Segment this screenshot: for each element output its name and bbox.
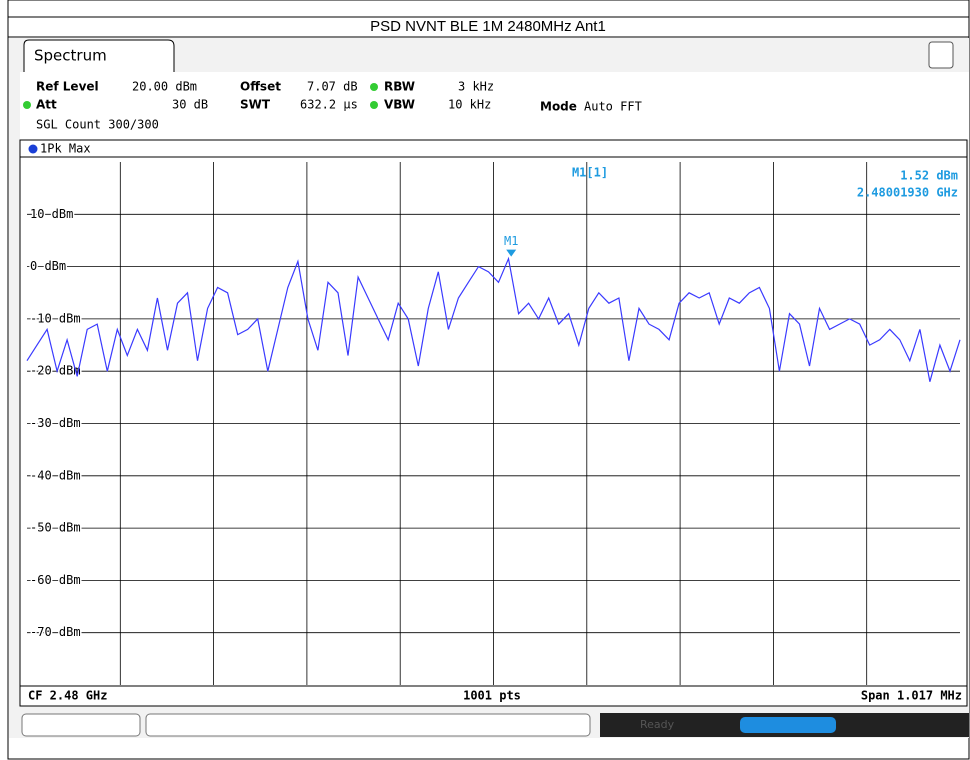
y-tick-label: -70 dBm: [30, 625, 81, 639]
tab: [23, 39, 175, 72]
footer-pts: 1001 pts: [463, 689, 521, 703]
label: Mode: [540, 100, 577, 114]
plot: 10 dBm 0 dBm -10 dBm -20 dBm -30 dBm -40 dBm -…: [26, 162, 961, 685]
label: Ref Level: [36, 80, 99, 94]
y-tick-label: 0 dBm: [30, 259, 66, 273]
y-tick-label: -50 dBm: [30, 521, 81, 535]
y-tick-label: -30 dBm: [30, 416, 81, 430]
status: Ready: [640, 718, 675, 731]
label: VBW: [384, 98, 415, 112]
value: 632.2 µs: [300, 98, 358, 112]
trace: [26, 256, 961, 382]
title: PSD NVNT BLE 1M 2480MHz Ant1: [370, 18, 606, 35]
value: 7.07 dB: [307, 80, 358, 94]
progress: [740, 717, 836, 733]
value: Auto FFT: [584, 100, 642, 114]
marker-x: 2.48001930 GHz: [857, 186, 958, 200]
footer-cf: CF 2.48 GHz: [28, 689, 107, 703]
menu-button[interactable]: [928, 41, 954, 69]
label: Offset: [240, 80, 281, 94]
led: [370, 83, 378, 91]
value: 20.00 dBm: [132, 80, 197, 94]
marker-title: M1[1]: [572, 166, 608, 180]
value: 10 kHz: [448, 98, 491, 112]
marker-name: M1: [504, 234, 518, 248]
footer-span: Span 1.017 MHz: [861, 689, 962, 703]
label: Att: [36, 98, 57, 112]
y-tick-label: 10 dBm: [30, 207, 73, 221]
y-tick-label: -60 dBm: [30, 573, 81, 587]
status-field: [145, 713, 591, 737]
y-tick-label: -20 dBm: [30, 364, 81, 378]
marker-value: 1.52 dBm: [900, 169, 958, 183]
value: 3 kHz: [458, 80, 494, 94]
led: [370, 101, 378, 109]
y-tick-label: -40 dBm: [30, 468, 81, 482]
trace-dot: [28, 144, 38, 154]
y-tick-label: -10 dBm: [30, 311, 81, 325]
value: 30 dB: [172, 98, 208, 112]
label: SWT: [240, 98, 271, 112]
settings-panel: [20, 72, 969, 140]
label: RBW: [384, 80, 415, 94]
sgl-count: SGL Count 300/300: [36, 118, 159, 132]
tab-label[interactable]: Spectrum: [34, 47, 107, 65]
led: [23, 101, 31, 109]
status-field: [21, 713, 141, 737]
marker: [506, 249, 517, 257]
trace-label: 1Pk Max: [40, 142, 91, 156]
